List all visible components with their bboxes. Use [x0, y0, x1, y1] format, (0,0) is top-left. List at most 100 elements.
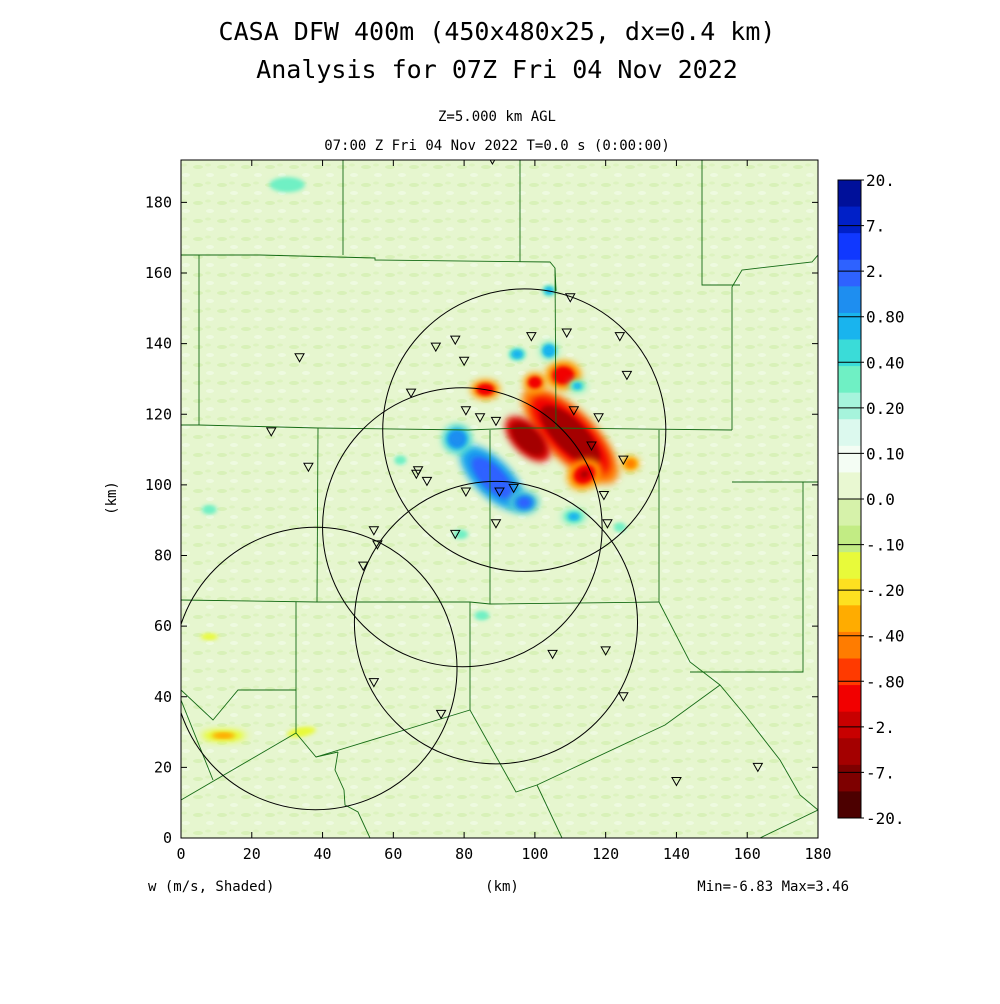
station-marker	[618, 455, 629, 466]
radar-range-rings	[181, 288, 667, 811]
x-tick-label: 180	[804, 845, 831, 863]
w-contour	[397, 457, 404, 463]
station-marker	[421, 476, 433, 487]
y-tick-label: 80	[154, 547, 172, 565]
colorbar-swatch	[838, 312, 861, 340]
station-marker	[405, 388, 417, 399]
station-marker	[593, 413, 604, 423]
station-marker	[752, 762, 764, 773]
y-tick-label: 60	[154, 617, 172, 635]
colorbar-label: 7.	[866, 217, 885, 236]
w-cell	[201, 505, 217, 515]
colorbar: 20. 7. 2. 0.80 0.40 0.20 0.10 0.0 -.10 -.20 -.40 -.…	[837, 171, 905, 828]
colorbar-swatch	[838, 419, 861, 447]
station-marker	[294, 353, 305, 363]
colorbar-label: -.80	[866, 672, 905, 691]
w-cell	[568, 380, 587, 392]
w-contour	[276, 180, 298, 189]
x-tick-label: 140	[663, 845, 690, 863]
w-contour	[532, 380, 538, 385]
station-marker	[602, 519, 613, 529]
radar-range-ring	[382, 288, 667, 572]
title-line-2: Analysis for 07Z Fri 04 Nov 2022	[256, 55, 738, 84]
colorbar-swatch	[838, 631, 861, 659]
colorbar-label: -.40	[866, 627, 905, 646]
station-marker	[547, 649, 558, 660]
w-cell	[524, 373, 546, 392]
y-axis-label: (km)	[104, 481, 120, 515]
w-cell	[200, 633, 219, 640]
station-marker	[265, 427, 277, 437]
station-marker	[368, 526, 380, 536]
colorbar-swatch	[838, 791, 861, 819]
w-contour	[513, 351, 521, 357]
station-marker	[564, 293, 576, 303]
colorbar-swatch	[838, 392, 861, 420]
w-contour	[453, 435, 461, 443]
colorbar-swatch	[838, 658, 861, 686]
x-tick-label: 160	[734, 845, 761, 863]
plot-frame	[180, 159, 819, 839]
w-contour	[558, 372, 568, 379]
y-tick-label: 20	[154, 758, 172, 776]
w-cell	[508, 347, 526, 361]
station-marker	[357, 561, 369, 572]
y-tick-label: 160	[145, 264, 172, 282]
colorbar-swatch	[838, 472, 861, 500]
x-tick-label: 0	[176, 845, 185, 863]
w-cell	[522, 387, 619, 484]
colorbar-swatch	[838, 366, 861, 394]
w-cell	[567, 459, 602, 490]
station-marker	[568, 406, 580, 416]
y-axis: 0 20 40 60 80 100 120 140 160 180	[145, 193, 818, 847]
w-cell	[474, 611, 490, 620]
station-marker	[449, 335, 461, 346]
w-contour	[522, 433, 534, 445]
colorbar-swatch	[838, 605, 861, 633]
x-tick-label: 20	[243, 845, 261, 863]
title-line-1: CASA DFW 400m (450x480x25, dx=0.4 km)	[219, 17, 776, 46]
colorbar-label: 0.20	[866, 399, 905, 418]
station-marker	[435, 709, 447, 720]
station-marker	[614, 332, 626, 342]
colorbar-swatch	[838, 552, 861, 580]
colorbar-swatch	[838, 685, 861, 713]
time-label: 07:00 Z Fri 04 Nov 2022 T=0.0 s (0:00:00…	[324, 138, 670, 154]
station-marker	[372, 540, 383, 550]
w-field-cells	[200, 177, 640, 742]
station-marker	[508, 483, 520, 494]
x-axis: 0 20 40 60 80 100 120 140 160 180	[176, 160, 832, 863]
station-marker	[618, 692, 629, 702]
station-marker	[368, 678, 380, 688]
colorbar-swatch	[838, 259, 861, 287]
station-marker	[494, 487, 505, 497]
radar-range-ring	[353, 480, 639, 765]
y-tick-label: 40	[154, 688, 172, 706]
colorbar-swatch	[838, 286, 861, 314]
colorbar-swatch	[838, 180, 861, 207]
colorbar-label: 0.40	[866, 353, 905, 372]
w-cell	[200, 729, 247, 742]
station-marker	[586, 441, 597, 452]
station-marker	[474, 413, 486, 423]
w-cell	[613, 522, 626, 532]
station-marker	[458, 356, 470, 367]
w-cell	[394, 455, 407, 465]
min-max-label: Min=-6.83 Max=3.46	[697, 879, 849, 895]
w-cell	[621, 456, 640, 471]
station-marker	[671, 777, 682, 787]
w-cell	[269, 177, 306, 193]
x-axis-label: (km)	[485, 879, 519, 895]
station-marker	[600, 646, 612, 656]
colorbar-label: 0.80	[866, 308, 905, 327]
y-tick-label: 100	[145, 476, 172, 494]
w-contour	[627, 461, 633, 466]
x-tick-label: 60	[384, 845, 402, 863]
colorbar-swatch	[838, 525, 861, 553]
colorbar-swatch	[838, 206, 861, 234]
x-tick-label: 120	[592, 845, 619, 863]
station-marker	[460, 406, 472, 416]
station-marker	[490, 519, 502, 529]
w-contour	[216, 733, 231, 738]
